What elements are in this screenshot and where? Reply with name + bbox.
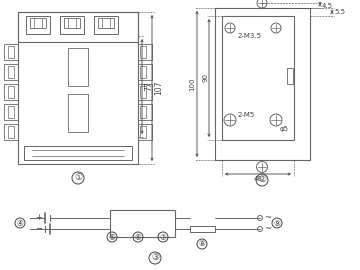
Text: 100: 100 — [189, 77, 195, 91]
Bar — [8, 66, 14, 78]
Text: ①: ① — [74, 174, 82, 183]
Text: +: + — [35, 212, 42, 221]
Text: ⑦: ⑦ — [159, 232, 166, 241]
Text: 2-M5: 2-M5 — [238, 112, 255, 118]
Text: 5.5: 5.5 — [334, 9, 345, 15]
Bar — [68, 48, 88, 86]
Bar — [140, 86, 146, 98]
Bar — [4, 84, 18, 100]
Text: 2-M3.5: 2-M3.5 — [238, 33, 262, 39]
Bar — [68, 94, 88, 132]
Text: ②: ② — [258, 176, 266, 184]
Bar — [18, 12, 138, 164]
Bar — [138, 64, 152, 80]
Bar — [222, 16, 294, 140]
Text: 107: 107 — [154, 81, 163, 95]
Text: ④: ④ — [17, 218, 23, 228]
Bar — [8, 46, 14, 58]
Bar — [64, 18, 80, 28]
Bar — [140, 126, 146, 138]
Bar — [30, 18, 46, 28]
Text: ⑤: ⑤ — [109, 232, 116, 241]
Text: ⑨: ⑨ — [274, 218, 280, 228]
Bar — [8, 126, 14, 138]
Text: φ5: φ5 — [280, 126, 289, 132]
Bar — [140, 66, 146, 78]
Bar — [4, 104, 18, 120]
Bar — [140, 46, 146, 58]
Bar — [138, 44, 152, 60]
Bar — [24, 146, 132, 160]
Text: ~: ~ — [264, 224, 271, 234]
Bar — [138, 84, 152, 100]
Text: ⑥: ⑥ — [135, 232, 141, 241]
Bar — [60, 16, 84, 34]
Text: ③: ③ — [151, 254, 159, 262]
Bar — [26, 16, 50, 34]
Text: ⑧: ⑧ — [199, 239, 206, 248]
Text: 4.5: 4.5 — [322, 2, 333, 8]
Text: −: − — [35, 224, 42, 234]
Bar — [98, 18, 114, 28]
Bar — [140, 106, 146, 118]
Bar — [190, 226, 215, 232]
Bar — [110, 210, 175, 237]
Bar — [4, 124, 18, 140]
Bar — [8, 106, 14, 118]
Text: ~: ~ — [264, 214, 271, 222]
Bar — [138, 124, 152, 140]
Bar — [287, 68, 293, 84]
Bar — [18, 12, 138, 42]
Bar — [138, 104, 152, 120]
Bar — [8, 86, 14, 98]
Bar — [4, 44, 18, 60]
Bar — [215, 8, 310, 160]
Bar — [94, 16, 118, 34]
Text: 90: 90 — [202, 73, 208, 83]
Text: 48: 48 — [253, 176, 262, 182]
Text: 77: 77 — [144, 82, 153, 91]
Bar — [4, 64, 18, 80]
